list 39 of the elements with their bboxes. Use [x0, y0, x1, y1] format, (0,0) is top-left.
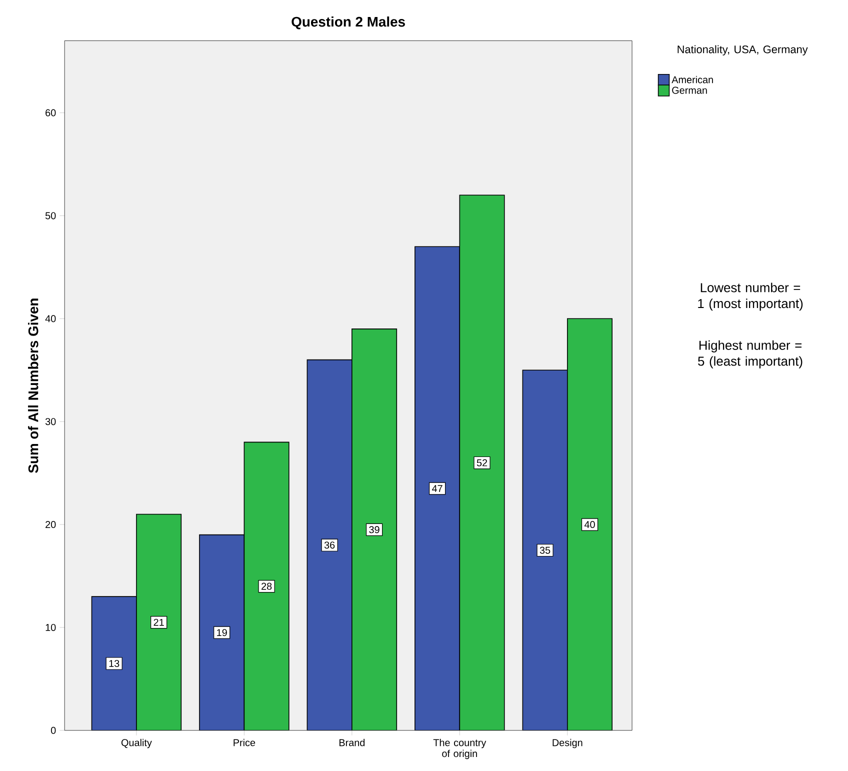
x-tick-label: Quality [121, 738, 152, 748]
bar [567, 318, 613, 730]
bar [244, 442, 289, 730]
chart-title: Question 2 Males [292, 16, 405, 30]
y-tick-label: 20 [46, 520, 56, 528]
x-tick-label: Brand [339, 738, 365, 746]
text: Highest number = 5 (least important) [698, 340, 802, 368]
data-label: 39 [369, 526, 380, 534]
bar [522, 370, 568, 730]
legend-label: German [672, 86, 707, 94]
y-axis-title: Sum of All Numbers Given [28, 298, 38, 473]
x-tick-label: Price [234, 738, 256, 746]
data-label: 19 [217, 629, 227, 636]
y-tick-label: 0 [50, 726, 56, 734]
y-tick-label: 40 [45, 315, 56, 322]
data-label: 40 [584, 520, 595, 528]
data-label: 36 [324, 542, 335, 549]
bar [199, 534, 244, 730]
data-label: 52 [476, 459, 488, 466]
y-tick-label: 60 [46, 109, 56, 116]
x-tick-label: Design [552, 738, 582, 748]
bar [460, 195, 504, 730]
bar [307, 360, 352, 730]
x-tick-label: The country of origin [433, 738, 486, 760]
bar [136, 514, 182, 730]
legend-label: American [672, 76, 713, 84]
bar [352, 328, 397, 730]
bar [414, 246, 460, 730]
y-tick-label: 50 [45, 212, 56, 220]
data-label: 13 [109, 660, 120, 667]
y-tick-label: 10 [46, 624, 56, 631]
text: Lowest number = 1 (most important) [698, 282, 803, 311]
y-tick-label: 30 [45, 418, 56, 426]
data-label: 21 [154, 618, 164, 626]
legend-title: Nationality, USA, Germany [678, 45, 808, 56]
data-label: 28 [262, 582, 272, 590]
bar [92, 596, 136, 730]
data-label: 47 [432, 485, 442, 492]
data-label: 35 [540, 546, 550, 554]
